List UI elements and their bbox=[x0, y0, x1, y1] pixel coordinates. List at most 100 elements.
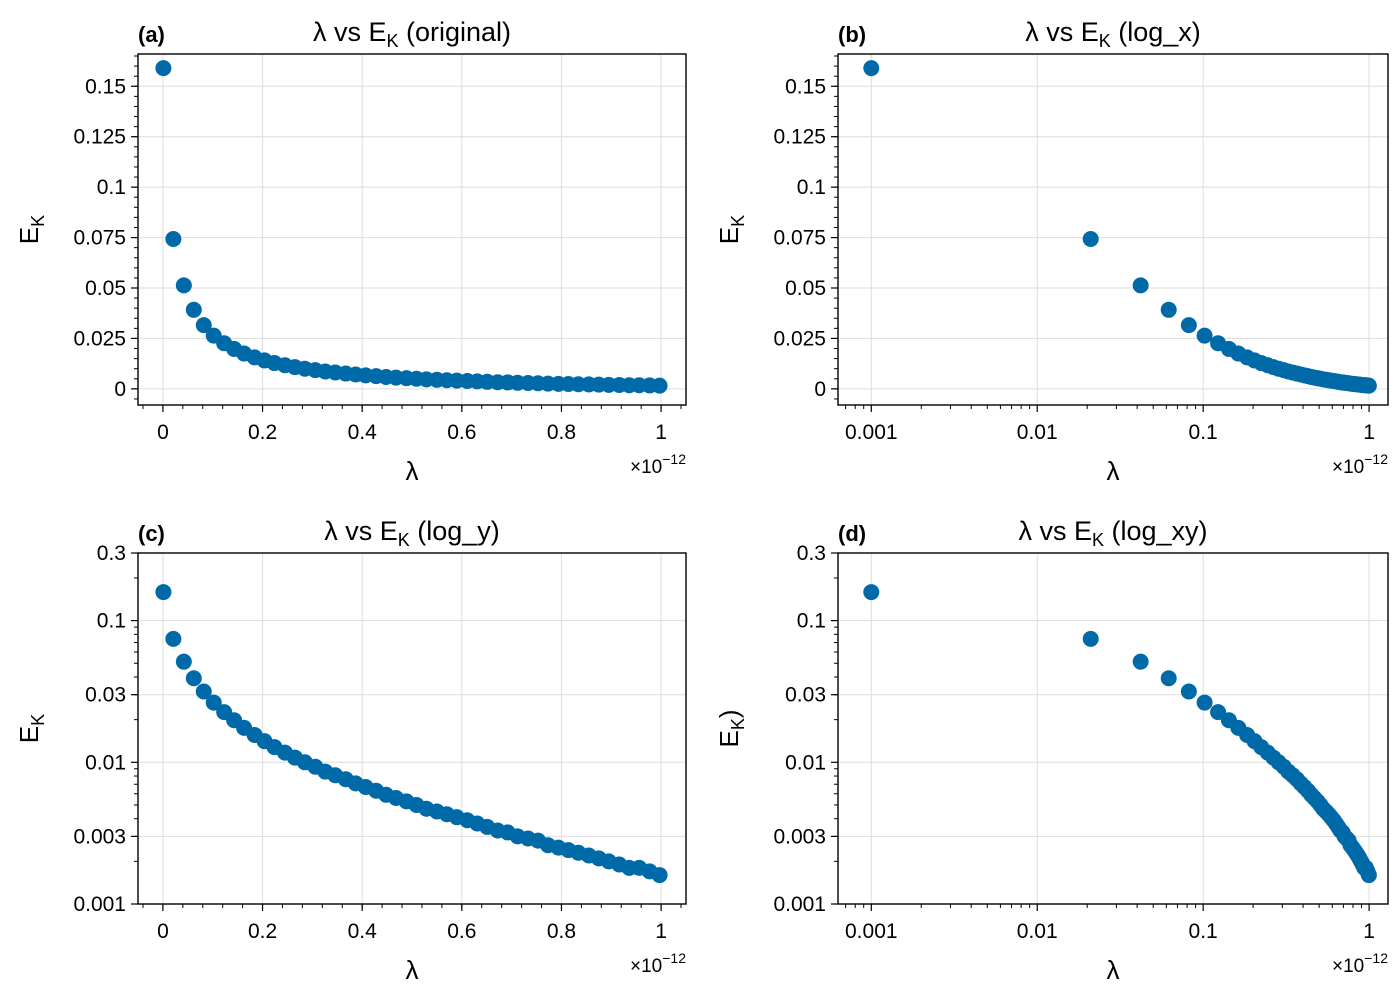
y-tick-label: 0.3 bbox=[97, 542, 126, 565]
y-tick-label: 0 bbox=[114, 378, 126, 401]
ylabel-subscript: K bbox=[28, 215, 48, 227]
ylabel-subscript: K bbox=[728, 215, 748, 227]
major-ticks: 0.001 0.01 0.1 1 0.001 0.003 0.01 0.03 0.1 0.3 bbox=[773, 542, 1374, 943]
data-point bbox=[155, 60, 172, 77]
title-subscript: K bbox=[1099, 31, 1111, 51]
panel-label: (b) bbox=[838, 22, 866, 47]
data-point bbox=[1360, 377, 1377, 394]
axes-frame bbox=[137, 53, 687, 406]
data-point bbox=[195, 683, 212, 700]
grid bbox=[138, 552, 686, 905]
x-tick-label: 1 bbox=[1363, 920, 1375, 943]
y-tick-label: 0.15 bbox=[85, 75, 126, 98]
panel-label: (a) bbox=[138, 22, 165, 47]
x-tick-label: 0.1 bbox=[1189, 920, 1218, 943]
major-ticks: 0 0.2 0.4 0.6 0.8 1 0.001 0.003 0.01 0.03 0.1 0.3 bbox=[73, 542, 666, 943]
offset-base: ×10 bbox=[630, 956, 662, 977]
axes-frame bbox=[837, 53, 1389, 406]
panel-b: 0.001 0.01 0.1 1 0 0.025 0.05 0.075 0.1 0.125 0.15… bbox=[714, 17, 1389, 486]
y-tick-label: 0.1 bbox=[97, 176, 126, 199]
title-subscript: K bbox=[398, 530, 410, 550]
y-axis-label: EK bbox=[714, 215, 748, 244]
y-tick-label: 0.01 bbox=[785, 751, 826, 774]
data-point bbox=[651, 867, 668, 884]
major-ticks: 0.001 0.01 0.1 1 0 0.025 0.05 0.075 0.1 0.125 0.15 bbox=[773, 75, 1374, 444]
title-main: λ vs E bbox=[1025, 17, 1099, 47]
offset-exponent: −12 bbox=[1364, 451, 1388, 467]
y-axis-label: EK) bbox=[714, 709, 748, 747]
data-point bbox=[863, 584, 880, 601]
y-tick-label: 0.01 bbox=[85, 751, 126, 774]
x-tick-label: 0.2 bbox=[248, 920, 277, 943]
axes-frame bbox=[137, 552, 687, 905]
data-point bbox=[1210, 704, 1227, 721]
y-tick-label: 0.125 bbox=[773, 126, 826, 149]
minor-ticks bbox=[834, 577, 1363, 908]
y-tick-label: 0.1 bbox=[797, 610, 826, 633]
x-offset-label: ×10−12 bbox=[630, 950, 686, 977]
data-point bbox=[165, 230, 182, 247]
panel-title: λ vs EK (log_y) bbox=[324, 516, 500, 550]
title-subscript: K bbox=[386, 31, 398, 51]
offset-base: ×10 bbox=[1332, 457, 1364, 478]
data-point bbox=[185, 301, 202, 318]
data-point bbox=[1196, 327, 1213, 344]
grid bbox=[838, 54, 1388, 405]
ylabel-subscript: K bbox=[728, 718, 748, 730]
ylabel-suffix: ) bbox=[714, 709, 744, 718]
title-suffix: (original) bbox=[398, 17, 511, 47]
x-tick-label: 0 bbox=[157, 920, 169, 943]
x-axis-label: λ bbox=[1107, 955, 1120, 985]
axes-frame bbox=[837, 552, 1389, 905]
y-tick-label: 0.05 bbox=[785, 277, 826, 300]
offset-exponent: −12 bbox=[1364, 950, 1388, 966]
ylabel-main: E bbox=[714, 730, 744, 747]
data-point bbox=[1180, 317, 1197, 334]
x-tick-label: 0.8 bbox=[547, 920, 576, 943]
panel-title: λ vs EK (log_xy) bbox=[1018, 516, 1207, 550]
data-point bbox=[1180, 683, 1197, 700]
y-axis-label: EK bbox=[14, 215, 48, 244]
y-tick-label: 0.025 bbox=[73, 327, 126, 350]
offset-base: ×10 bbox=[1332, 956, 1364, 977]
data-point bbox=[1160, 301, 1177, 318]
x-offset-label: ×10−12 bbox=[630, 451, 686, 478]
panel-title: λ vs EK (original) bbox=[313, 17, 511, 51]
x-tick-label: 0 bbox=[157, 421, 169, 444]
y-tick-label: 0.03 bbox=[785, 684, 826, 707]
x-tick-label: 0.001 bbox=[845, 920, 898, 943]
title-suffix: (log_xy) bbox=[1104, 516, 1208, 546]
x-axis-label: λ bbox=[406, 456, 419, 486]
ylabel-main: E bbox=[714, 227, 744, 244]
x-tick-label: 0.4 bbox=[348, 421, 378, 444]
data-point bbox=[1360, 867, 1377, 884]
x-tick-label: 0.2 bbox=[248, 421, 277, 444]
data-point bbox=[1160, 670, 1177, 687]
x-tick-label: 0.1 bbox=[1189, 421, 1218, 444]
ylabel-main: E bbox=[14, 726, 44, 743]
data-point bbox=[863, 60, 880, 77]
offset-exponent: −12 bbox=[662, 950, 686, 966]
panel-label: (d) bbox=[838, 521, 866, 546]
panel-a: 0 0.2 0.4 0.6 0.8 1 0 0.025 0.05 0.075 0.1 0.125 0.1… bbox=[14, 17, 687, 486]
x-offset-label: ×10−12 bbox=[1332, 950, 1388, 977]
title-suffix: (log_y) bbox=[410, 516, 500, 546]
panel-title: λ vs EK (log_x) bbox=[1025, 17, 1201, 51]
y-tick-label: 0.05 bbox=[85, 277, 126, 300]
y-tick-label: 0.001 bbox=[73, 893, 126, 916]
x-offset-label: ×10−12 bbox=[1332, 451, 1388, 478]
data-point bbox=[165, 630, 182, 647]
data-series bbox=[155, 60, 668, 394]
x-tick-label: 1 bbox=[655, 421, 667, 444]
minor-ticks bbox=[834, 55, 1363, 409]
y-axis-label: EK bbox=[14, 714, 48, 743]
offset-exponent: −12 bbox=[662, 451, 686, 467]
x-tick-label: 0.4 bbox=[348, 920, 378, 943]
major-ticks: 0 0.2 0.4 0.6 0.8 1 0 0.025 0.05 0.075 0.1 0.125 0.1… bbox=[73, 75, 666, 444]
title-subscript: K bbox=[1092, 530, 1104, 550]
y-tick-label: 0.15 bbox=[785, 75, 826, 98]
x-tick-label: 0.8 bbox=[547, 421, 576, 444]
title-suffix: (log_x) bbox=[1111, 17, 1201, 47]
y-tick-label: 0.075 bbox=[773, 227, 826, 250]
